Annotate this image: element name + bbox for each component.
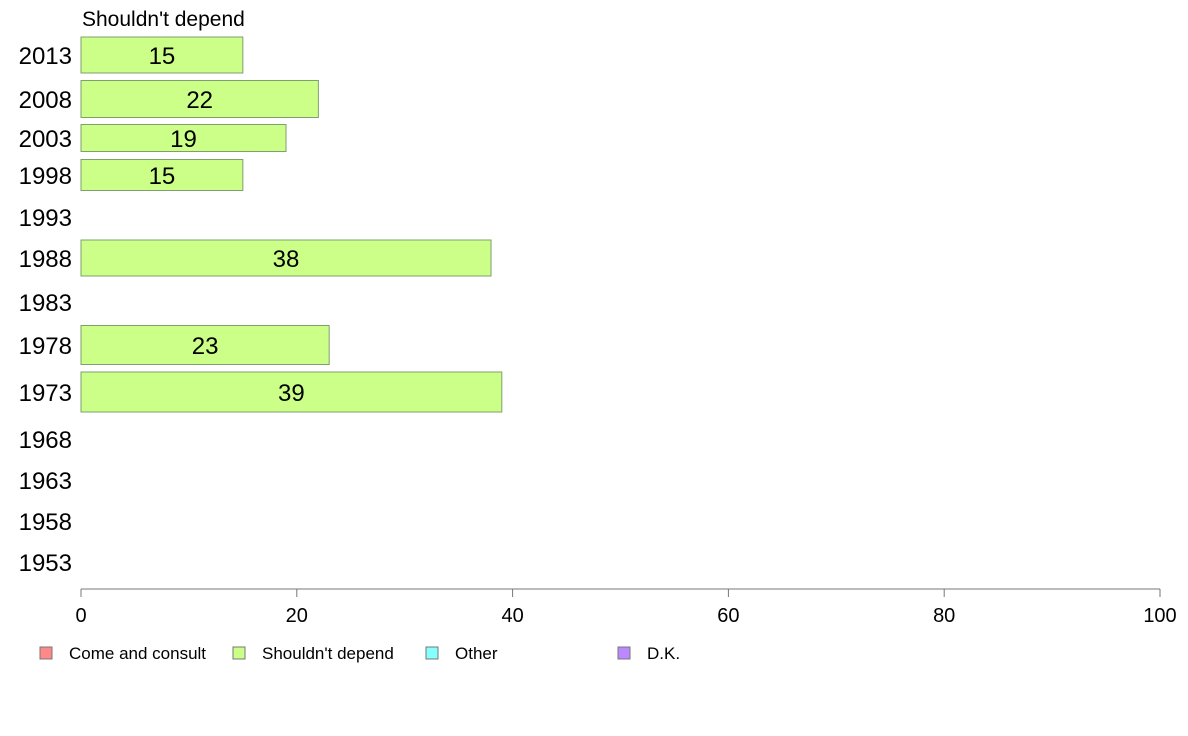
category-label: 1978 — [19, 333, 72, 360]
bar — [80, 239, 492, 277]
bar-value-label: 15 — [149, 163, 176, 190]
legend-label: Shouldn't depend — [262, 644, 394, 663]
bar — [80, 124, 287, 152]
category-label: 1988 — [19, 246, 72, 273]
category-label: 1953 — [19, 550, 72, 577]
x-tick-label: 0 — [75, 605, 86, 627]
x-tick-label: 100 — [1143, 605, 1176, 627]
x-tick-label: 60 — [717, 605, 739, 627]
legend: Come and consult Shouldn't depend Other D.K… — [39, 644, 680, 663]
bar — [80, 325, 330, 365]
legend-swatch — [232, 646, 246, 660]
category-label: 2013 — [19, 43, 72, 70]
legend-swatch — [617, 646, 631, 660]
category-label: 1993 — [19, 205, 72, 232]
x-tick-label: 40 — [501, 605, 523, 627]
legend-label: Other — [455, 644, 498, 663]
bar-value-label: 23 — [192, 333, 219, 360]
category-label: 1968 — [19, 427, 72, 454]
category-label: 1958 — [19, 509, 72, 536]
category-label: 2003 — [19, 126, 72, 153]
legend-swatch — [425, 646, 439, 660]
bar — [80, 159, 244, 191]
bar-value-label: 38 — [273, 246, 300, 273]
category-labels: 2013 2008 2003 1998 1993 1988 1983 1978 1973 1968… — [19, 43, 72, 577]
bar — [80, 80, 319, 118]
bar-value-label: 19 — [170, 126, 197, 153]
category-label: 1983 — [19, 290, 72, 317]
bar-value-label: 22 — [186, 87, 213, 114]
legend-swatch — [39, 646, 53, 660]
bar-value-label: 39 — [278, 380, 305, 407]
bar — [80, 371, 503, 413]
category-label: 1973 — [19, 380, 72, 407]
legend-label: Come and consult — [69, 644, 206, 663]
x-axis: 0 20 40 60 80 100 — [75, 588, 1177, 627]
bar — [80, 36, 244, 74]
category-label: 1998 — [19, 163, 72, 190]
category-label: 2008 — [19, 87, 72, 114]
bar-value-label: 15 — [149, 43, 176, 70]
bars-group: 15 22 19 15 38 23 39 — [80, 36, 503, 413]
category-label: 1963 — [19, 468, 72, 495]
x-tick-label: 80 — [933, 605, 955, 627]
x-tick-label: 20 — [286, 605, 308, 627]
panel-title: Shouldn't depend — [82, 8, 245, 31]
legend-label: D.K. — [647, 644, 680, 663]
